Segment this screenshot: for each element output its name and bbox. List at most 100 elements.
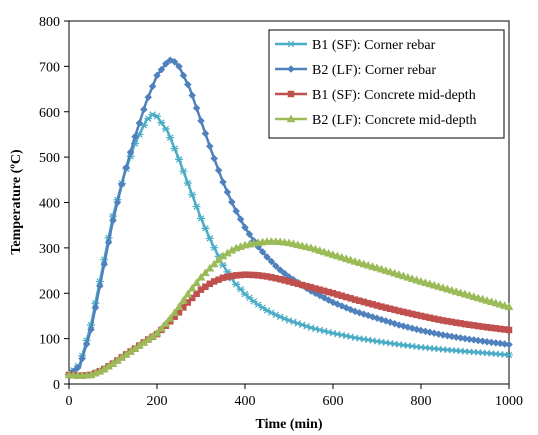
data-point bbox=[126, 148, 135, 156]
data-point bbox=[157, 119, 166, 126]
x-tick-label: 400 bbox=[235, 394, 256, 409]
data-point bbox=[135, 119, 144, 127]
series-layer bbox=[64, 56, 514, 379]
data-point bbox=[87, 325, 95, 334]
data-point bbox=[91, 303, 100, 312]
data-point bbox=[117, 180, 126, 189]
y-tick-label: 300 bbox=[39, 242, 60, 257]
data-point bbox=[408, 324, 417, 333]
data-point bbox=[161, 319, 171, 327]
series-1 bbox=[65, 111, 513, 379]
y-tick-label: 600 bbox=[39, 106, 60, 121]
legend-label: B1 (SF): Corner rebar bbox=[312, 38, 436, 53]
data-point bbox=[156, 323, 166, 332]
data-point bbox=[131, 132, 139, 141]
data-point bbox=[254, 301, 263, 308]
data-point bbox=[210, 244, 219, 251]
data-point bbox=[201, 129, 210, 138]
data-point bbox=[197, 215, 205, 222]
data-point bbox=[183, 80, 192, 89]
legend-label: B1 (SF): Concrete mid-depth bbox=[312, 88, 476, 103]
data-point bbox=[232, 207, 241, 215]
x-tick-label: 200 bbox=[147, 394, 168, 409]
data-point bbox=[192, 278, 202, 287]
data-point bbox=[188, 91, 197, 100]
legend-marker bbox=[287, 40, 295, 48]
data-point bbox=[504, 302, 514, 311]
data-point bbox=[223, 188, 232, 196]
data-point bbox=[469, 336, 478, 344]
data-point bbox=[258, 248, 267, 256]
data-point bbox=[236, 215, 245, 224]
data-point bbox=[227, 198, 236, 206]
data-point bbox=[166, 134, 175, 141]
data-point bbox=[188, 294, 196, 302]
x-tick-label: 0 bbox=[66, 394, 73, 409]
y-tick-label: 100 bbox=[39, 333, 60, 348]
data-point bbox=[104, 238, 113, 247]
data-point bbox=[205, 142, 214, 151]
data-point bbox=[267, 257, 276, 266]
data-point bbox=[280, 269, 289, 278]
data-point bbox=[364, 311, 373, 320]
y-tick-label: 400 bbox=[39, 197, 60, 212]
data-point bbox=[175, 62, 183, 71]
data-point bbox=[165, 313, 175, 322]
data-point bbox=[241, 223, 249, 232]
y-tick-label: 500 bbox=[39, 151, 60, 166]
data-point bbox=[197, 116, 205, 125]
legend-marker bbox=[286, 114, 296, 123]
data-point bbox=[148, 82, 157, 91]
data-point bbox=[157, 65, 166, 74]
legend-label: B2 (LF): Concrete mid-depth bbox=[312, 113, 476, 128]
x-tick-label: 600 bbox=[323, 394, 344, 409]
legend-marker bbox=[287, 65, 295, 73]
data-point bbox=[78, 354, 87, 363]
y-tick-label: 0 bbox=[53, 378, 60, 393]
data-point bbox=[153, 113, 161, 120]
data-point bbox=[377, 315, 386, 324]
y-tick-label: 700 bbox=[39, 60, 60, 75]
data-point bbox=[175, 156, 183, 163]
data-point bbox=[192, 104, 201, 112]
legend-item: B2 (LF): Corner rebar bbox=[275, 63, 436, 78]
y-tick-label: 800 bbox=[39, 15, 60, 30]
data-point bbox=[161, 125, 170, 133]
legend: B1 (SF): Corner rebar B2 (LF): Corner reb… bbox=[268, 29, 505, 139]
legend-marker bbox=[287, 90, 295, 98]
data-point bbox=[258, 304, 267, 311]
data-point bbox=[193, 290, 200, 298]
data-point bbox=[192, 203, 201, 210]
data-point bbox=[170, 308, 180, 316]
data-point bbox=[183, 289, 193, 298]
data-point bbox=[122, 163, 131, 172]
data-point bbox=[205, 263, 215, 272]
data-point bbox=[153, 71, 161, 80]
data-point bbox=[271, 262, 280, 270]
axes: 0 100 200 300 400 500 600 700 800 0 200 400 600 800 10… bbox=[39, 15, 523, 409]
data-point bbox=[320, 293, 329, 302]
data-point bbox=[170, 145, 179, 152]
data-point bbox=[95, 282, 104, 290]
data-point bbox=[505, 326, 513, 334]
data-point bbox=[201, 225, 210, 232]
data-point bbox=[179, 71, 188, 80]
legend-item: B1 (SF): Concrete mid-depth bbox=[275, 88, 476, 103]
legend-item: B2 (LF): Concrete mid-depth bbox=[275, 113, 476, 128]
data-point bbox=[152, 328, 162, 337]
data-point bbox=[174, 302, 184, 311]
data-point bbox=[170, 57, 179, 66]
data-point bbox=[178, 296, 188, 304]
data-point bbox=[144, 93, 153, 102]
x-axis-title: Time (min) bbox=[255, 417, 322, 432]
data-point bbox=[276, 266, 285, 274]
data-point bbox=[166, 56, 175, 65]
data-point bbox=[82, 340, 91, 348]
data-point bbox=[210, 154, 219, 163]
x-tick-label: 800 bbox=[411, 394, 432, 409]
data-point bbox=[214, 255, 224, 264]
data-point bbox=[505, 340, 513, 349]
data-point bbox=[139, 105, 148, 114]
data-point bbox=[505, 351, 513, 359]
